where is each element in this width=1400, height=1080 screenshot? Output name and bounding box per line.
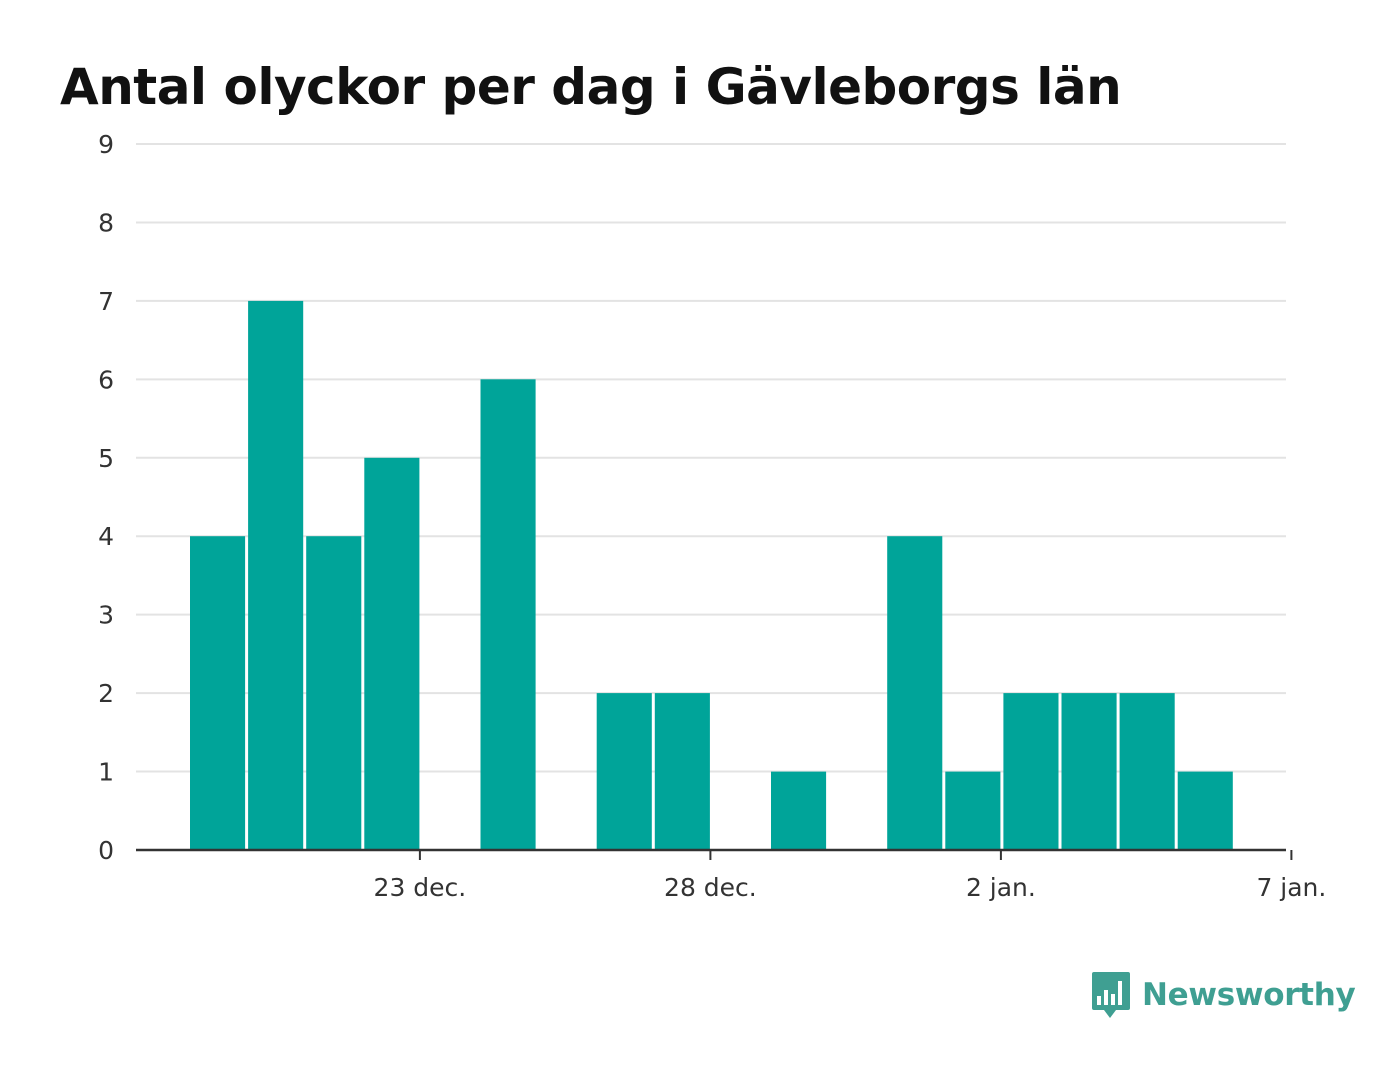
y-tick-label: 9 <box>98 130 114 159</box>
tick-labels: 0 1 2 3 4 5 6 7 8 9 23 dec. 28 dec. 2 jan. 7 jan. <box>98 130 1326 902</box>
bar <box>654 693 710 850</box>
brand-name: Newsworthy <box>1142 977 1356 1013</box>
bar <box>1061 693 1117 850</box>
x-tick-label: 7 jan. <box>1256 873 1326 902</box>
bar <box>480 379 536 850</box>
bar <box>1177 771 1233 850</box>
y-tick-label: 6 <box>98 365 114 394</box>
chart-title: Antal olyckor per dag i Gävleborgs län <box>60 58 1122 116</box>
bar <box>248 300 304 850</box>
bar <box>306 536 362 850</box>
x-tick-label: 23 dec. <box>374 873 467 902</box>
bar <box>596 693 652 850</box>
bar <box>364 457 420 850</box>
y-tick-label: 2 <box>98 679 114 708</box>
brand: Newsworthy <box>1090 970 1356 1020</box>
bar <box>1003 693 1059 850</box>
bar <box>190 536 246 850</box>
bar <box>945 771 1001 850</box>
y-tick-label: 1 <box>98 758 114 787</box>
bar <box>887 536 943 850</box>
axes <box>136 848 1293 860</box>
y-tick-label: 3 <box>98 601 114 630</box>
x-tick-label: 28 dec. <box>664 873 757 902</box>
y-tick-label: 5 <box>98 444 114 473</box>
newsworthy-logo-icon <box>1092 972 1130 1018</box>
bar <box>1119 693 1175 850</box>
y-tick-label: 7 <box>98 287 114 316</box>
x-tick-label: 2 jan. <box>966 873 1036 902</box>
y-tick-label: 0 <box>98 836 114 865</box>
bars <box>190 300 1233 850</box>
y-tick-label: 8 <box>98 208 114 237</box>
bar <box>771 771 827 850</box>
y-tick-label: 4 <box>98 522 114 551</box>
